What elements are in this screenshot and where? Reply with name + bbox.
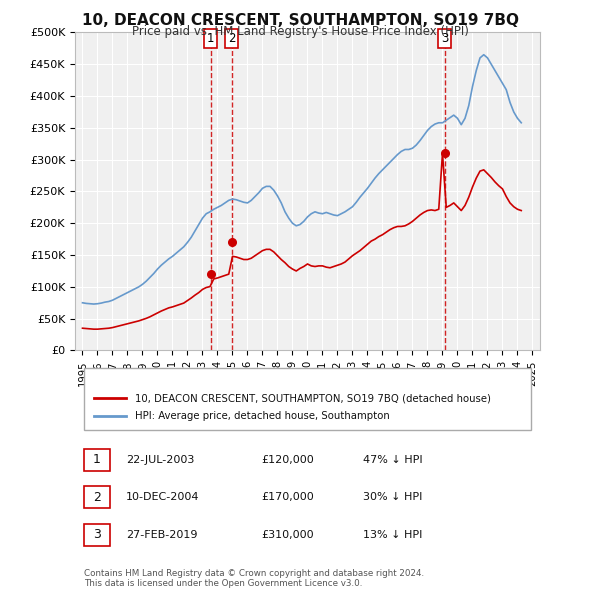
Text: £170,000: £170,000 — [261, 492, 314, 502]
Text: 3: 3 — [93, 528, 101, 541]
Text: Contains HM Land Registry data © Crown copyright and database right 2024.
This d: Contains HM Land Registry data © Crown c… — [84, 569, 424, 588]
Text: HPI: Average price, detached house, Southampton: HPI: Average price, detached house, Sout… — [136, 411, 390, 421]
Text: £120,000: £120,000 — [261, 455, 314, 465]
Text: 47% ↓ HPI: 47% ↓ HPI — [364, 455, 423, 465]
Text: 2: 2 — [228, 32, 235, 45]
Text: £310,000: £310,000 — [261, 530, 314, 540]
Text: 10-DEC-2004: 10-DEC-2004 — [126, 492, 200, 502]
Text: 22-JUL-2003: 22-JUL-2003 — [126, 455, 194, 465]
FancyBboxPatch shape — [84, 486, 110, 508]
Text: Price paid vs. HM Land Registry's House Price Index (HPI): Price paid vs. HM Land Registry's House … — [131, 25, 469, 38]
FancyBboxPatch shape — [84, 449, 110, 471]
Text: 10, DEACON CRESCENT, SOUTHAMPTON, SO19 7BQ (detached house): 10, DEACON CRESCENT, SOUTHAMPTON, SO19 7… — [136, 393, 491, 403]
Text: 3: 3 — [441, 32, 448, 45]
Text: 1: 1 — [207, 32, 214, 45]
FancyBboxPatch shape — [84, 368, 531, 430]
Text: 1: 1 — [93, 453, 101, 466]
Text: 13% ↓ HPI: 13% ↓ HPI — [364, 530, 422, 540]
Text: 30% ↓ HPI: 30% ↓ HPI — [364, 492, 422, 502]
Text: 10, DEACON CRESCENT, SOUTHAMPTON, SO19 7BQ: 10, DEACON CRESCENT, SOUTHAMPTON, SO19 7… — [82, 13, 518, 28]
FancyBboxPatch shape — [84, 523, 110, 546]
Text: 2: 2 — [93, 491, 101, 504]
Text: 27-FEB-2019: 27-FEB-2019 — [126, 530, 197, 540]
